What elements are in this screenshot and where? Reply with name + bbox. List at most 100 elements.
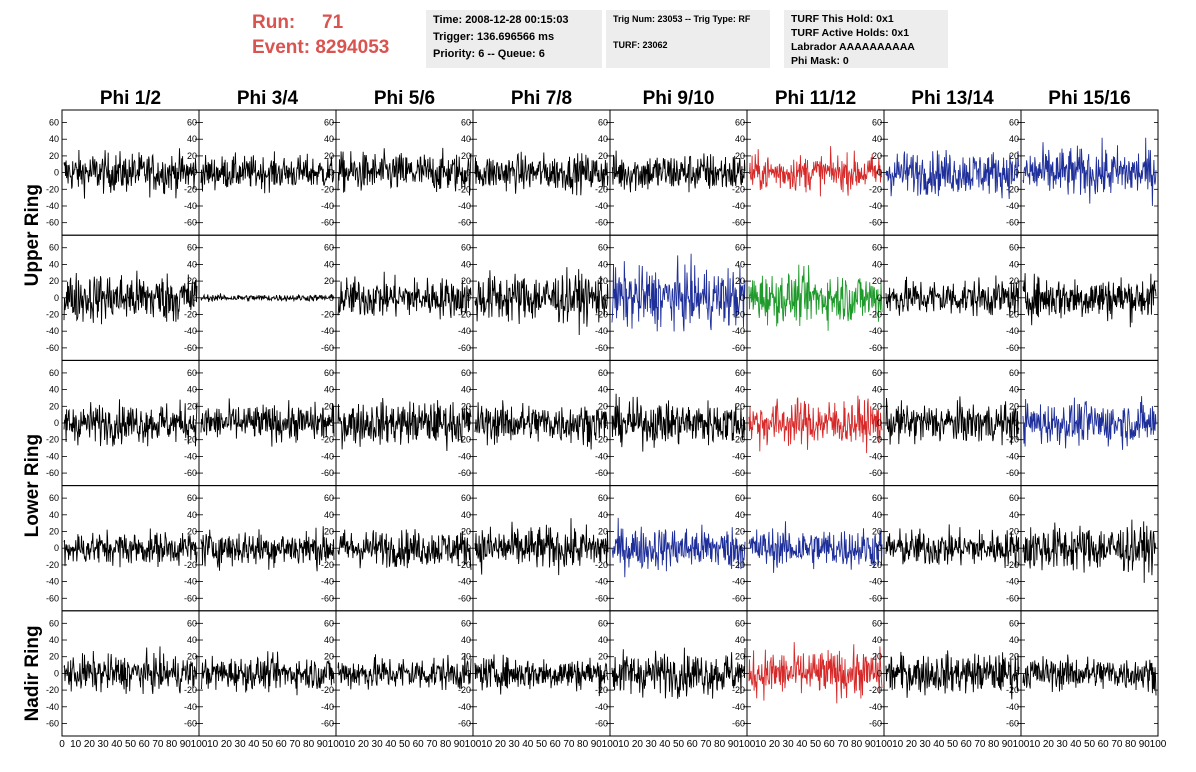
- y-tick-label: 60: [324, 118, 334, 128]
- y-tick-label: 0: [192, 168, 197, 178]
- x-tick-label: 100: [1013, 739, 1030, 750]
- y-tick-label: 0: [877, 293, 882, 303]
- y-tick-label: -20: [869, 435, 882, 445]
- y-tick-label: -60: [1006, 718, 1019, 728]
- x-tick-label: 10: [755, 739, 767, 750]
- y-tick-label: 20: [324, 151, 334, 161]
- y-tick-label: 60: [1009, 243, 1019, 253]
- y-tick-label: -40: [184, 326, 197, 336]
- waveform-trace: [474, 400, 609, 450]
- y-tick-label: 0: [54, 293, 59, 303]
- y-tick-label: 40: [187, 635, 197, 645]
- y-tick-label: -40: [595, 702, 608, 712]
- y-tick-label: 40: [49, 635, 59, 645]
- x-tick-label: 100: [739, 739, 756, 750]
- y-tick-label: -60: [321, 343, 334, 353]
- waveform-trace: [748, 395, 883, 454]
- y-tick-label: -40: [732, 201, 745, 211]
- y-tick-label: 20: [598, 527, 608, 537]
- y-tick-label: 20: [187, 527, 197, 537]
- trig-num-text: Trig Num: 23053 -- Trig Type: RF: [613, 14, 751, 24]
- x-tick-label: 0: [59, 739, 65, 750]
- x-tick-label: 50: [262, 739, 274, 750]
- y-tick-label: -20: [458, 309, 471, 319]
- y-tick-label: 40: [735, 134, 745, 144]
- x-tick-label: 20: [906, 739, 918, 750]
- y-tick-label: 0: [466, 543, 471, 553]
- y-tick-label: 40: [461, 134, 471, 144]
- waveform-trace: [611, 393, 746, 452]
- y-tick-label: -60: [458, 593, 471, 603]
- y-tick-label: 60: [872, 493, 882, 503]
- y-tick-label: -60: [595, 468, 608, 478]
- y-tick-label: -40: [458, 451, 471, 461]
- y-tick-label: -20: [184, 685, 197, 695]
- time-text: Time: 2008-12-28 00:15:03: [433, 14, 569, 26]
- y-tick-label: 60: [187, 368, 197, 378]
- x-tick-label: 70: [289, 739, 301, 750]
- x-tick-label: 80: [303, 739, 315, 750]
- y-tick-label: 40: [461, 385, 471, 395]
- event-row: Event: 8294053: [252, 35, 422, 60]
- y-tick-label: -40: [1006, 702, 1019, 712]
- y-tick-label: 60: [735, 493, 745, 503]
- y-tick-label: 40: [735, 385, 745, 395]
- y-tick-label: 60: [872, 118, 882, 128]
- y-tick-label: -40: [732, 451, 745, 461]
- phi-mask-text: Phi Mask: 0: [791, 55, 849, 67]
- column-header: Phi 3/4: [237, 88, 299, 109]
- ring-label: Lower Ring: [22, 434, 43, 537]
- y-tick-label: 0: [603, 168, 608, 178]
- y-tick-label: -40: [184, 201, 197, 211]
- priority-text: Priority: 6 -- Queue: 6: [433, 48, 545, 60]
- y-tick-label: 60: [461, 368, 471, 378]
- y-tick-label: -60: [1006, 593, 1019, 603]
- y-tick-label: -20: [46, 309, 59, 319]
- x-tick-label: 10: [892, 739, 904, 750]
- y-tick-label: -20: [732, 184, 745, 194]
- x-tick-label: 10: [1029, 739, 1041, 750]
- y-tick-label: -20: [1006, 309, 1019, 319]
- y-tick-label: 20: [735, 151, 745, 161]
- x-tick-label: 30: [235, 739, 247, 750]
- y-tick-label: 20: [461, 276, 471, 286]
- run-value: 71: [322, 12, 344, 33]
- y-tick-label: 40: [598, 259, 608, 269]
- x-tick-label: 50: [536, 739, 548, 750]
- waveform-trace: [200, 526, 335, 572]
- x-tick-label: 20: [84, 739, 96, 750]
- y-tick-label: 60: [49, 493, 59, 503]
- y-tick-label: 0: [192, 543, 197, 553]
- y-tick-label: -20: [184, 309, 197, 319]
- y-tick-label: -40: [458, 577, 471, 587]
- y-tick-label: 20: [1009, 401, 1019, 411]
- y-tick-label: -20: [321, 309, 334, 319]
- waveform-trace: [1022, 396, 1157, 450]
- y-tick-label: 60: [49, 368, 59, 378]
- waveform-trace: [337, 529, 472, 570]
- waveform-trace: [1022, 137, 1157, 207]
- y-tick-label: 40: [598, 134, 608, 144]
- y-tick-label: 20: [461, 652, 471, 662]
- x-tick-label: 70: [563, 739, 575, 750]
- x-tick-label: 70: [974, 739, 986, 750]
- y-tick-label: -60: [458, 718, 471, 728]
- y-tick-label: -20: [458, 184, 471, 194]
- y-tick-label: 40: [461, 510, 471, 520]
- y-tick-label: 60: [598, 118, 608, 128]
- y-tick-label: 20: [187, 652, 197, 662]
- y-tick-label: 20: [598, 401, 608, 411]
- waveform-trace: [1022, 519, 1157, 583]
- y-tick-label: 60: [735, 243, 745, 253]
- turf-info-box: TURF This Hold: 0x1 TURF Active Holds: 0…: [784, 10, 948, 68]
- y-tick-label: -40: [869, 326, 882, 336]
- y-tick-label: 40: [872, 134, 882, 144]
- y-tick-label: 0: [1014, 543, 1019, 553]
- x-tick-label: 10: [618, 739, 630, 750]
- trig-info-box: Trig Num: 23053 -- Trig Type: RF TURF: 2…: [606, 10, 770, 68]
- labrador-text: Labrador AAAAAAAAAA: [791, 41, 915, 53]
- y-tick-label: 60: [735, 618, 745, 628]
- y-tick-label: 0: [1014, 668, 1019, 678]
- y-tick-label: -60: [458, 468, 471, 478]
- y-tick-label: -20: [321, 184, 334, 194]
